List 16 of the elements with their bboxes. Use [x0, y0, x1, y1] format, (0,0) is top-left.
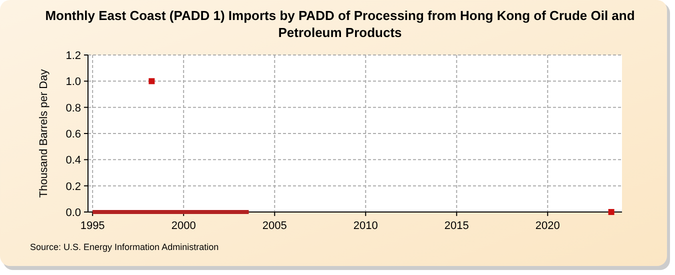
- y-tick-label: 1.2: [66, 50, 81, 62]
- x-tick-label: 2010: [353, 220, 378, 232]
- y-tick-label: 0.8: [66, 102, 81, 114]
- y-tick-label: 0.4: [66, 154, 81, 167]
- chart-title: Monthly East Coast (PADD 1) Imports by PADD of Processing from Hong Kong of Crude Oil and Petroleum Products: [45, 8, 635, 40]
- y-tick-label: 0.2: [66, 180, 81, 193]
- y-tick-label: 0.0: [66, 207, 81, 219]
- y-axis-title: Thousand Barrels per Day: [38, 68, 50, 198]
- y-tick-label: 0.6: [66, 128, 81, 140]
- x-tick-label: 2000: [171, 220, 196, 232]
- x-tick-label: 2015: [444, 220, 469, 232]
- x-tick-label: 2020: [535, 220, 560, 232]
- x-tick-label: 1995: [80, 220, 105, 232]
- y-tick-label: 1.0: [66, 76, 81, 88]
- source-note: Source: U.S. Energy Information Administration: [30, 242, 219, 252]
- x-tick-label: 2005: [262, 220, 287, 232]
